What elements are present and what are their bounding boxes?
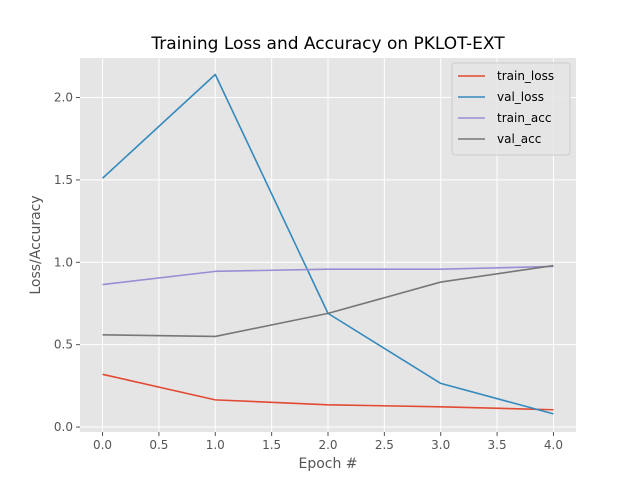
legend: train_loss val_loss train_acc val_acc xyxy=(451,62,571,156)
y-tick-label: 0.5 xyxy=(54,338,73,352)
x-tick-label: 4.0 xyxy=(544,438,563,452)
chart-title: Training Loss and Accuracy on PKLOT-EXT xyxy=(150,34,505,54)
y-tick-label: 1.0 xyxy=(54,255,73,269)
legend-label: val_loss xyxy=(497,90,544,104)
y-axis-label: Loss/Accuracy xyxy=(28,195,44,294)
x-tick-label: 2.0 xyxy=(318,438,337,452)
series-line-val-acc xyxy=(102,264,554,338)
x-tick-label: 0.5 xyxy=(149,438,168,452)
x-tick-label: 3.0 xyxy=(431,438,450,452)
series-line-train-loss xyxy=(102,373,554,411)
y-tick-label: 2.0 xyxy=(54,91,73,105)
legend-label: train_acc xyxy=(497,111,551,125)
legend-label: val_acc xyxy=(497,132,541,146)
x-tick-label: 2.5 xyxy=(375,438,394,452)
x-tick-label: 0.0 xyxy=(93,438,112,452)
x-tick-label: 1.5 xyxy=(262,438,281,452)
x-axis-label: Epoch # xyxy=(298,456,357,472)
grid xyxy=(80,58,576,432)
series-lines xyxy=(102,73,554,415)
legend-label: train_loss xyxy=(497,69,554,83)
ticks: 0.0 0.5 1.0 1.5 2.0 2.5 3.0 3.5 4.0 0.0 0.5 1.0 1.5 2… xyxy=(54,91,563,452)
legend-box xyxy=(451,62,571,156)
series-line-train-acc xyxy=(102,265,554,286)
x-tick-label: 3.5 xyxy=(488,438,507,452)
y-tick-label: 1.5 xyxy=(54,173,73,187)
y-tick-label: 0.0 xyxy=(54,420,73,434)
x-tick-label: 1.0 xyxy=(206,438,225,452)
